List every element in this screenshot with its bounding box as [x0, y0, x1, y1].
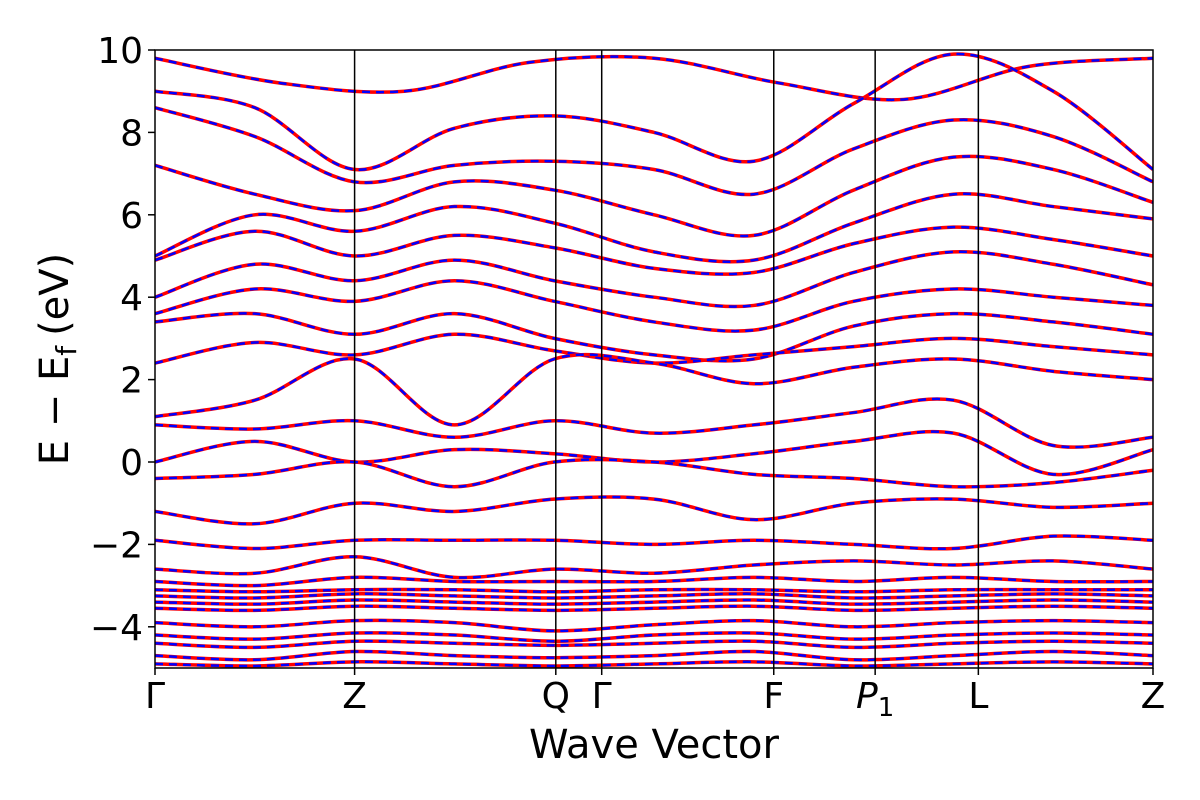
band-line-14-blue [155, 495, 1153, 526]
band-line-19-blue [155, 592, 1153, 600]
band-line-17-red [155, 575, 1153, 588]
band-line-9-red [155, 332, 1153, 365]
band-line-13-blue [155, 458, 1153, 489]
band-line-18-blue [155, 588, 1153, 594]
y-tick-label-4: 4 [120, 278, 143, 319]
band-line-5-red [155, 225, 1153, 276]
band-line-7-blue [155, 279, 1153, 333]
band-line-6-red [155, 249, 1153, 309]
y-tick-label-2: 0 [120, 443, 143, 484]
band-line-25-red [155, 649, 1153, 662]
y-tick-label-3: 2 [120, 361, 143, 402]
band-line-23-red [155, 631, 1153, 643]
band-line-26-blue [155, 660, 1153, 668]
band-line-16-red [155, 555, 1153, 580]
x-axis: Γ Z Q Γ F P1 L Z [145, 668, 1165, 723]
y-tick-label-5: 6 [120, 196, 143, 237]
band-line-14-red [155, 495, 1153, 526]
band-line-3-blue [155, 155, 1153, 238]
x-tick-label-7: Z [1141, 676, 1166, 717]
band-line-11-red [155, 397, 1153, 449]
band-line-10-red [155, 352, 1153, 427]
band-line-20-blue [155, 598, 1153, 606]
band-line-10-blue [155, 353, 1153, 427]
x-tick-label-4: F [763, 676, 784, 717]
band-line-13-red [155, 457, 1153, 489]
y-axis-label-sub: f [50, 345, 83, 356]
x-tick-label-2: Q [542, 676, 570, 717]
y-tick-label-6: 8 [120, 113, 143, 154]
band-line-23-blue [155, 631, 1153, 643]
band-line-21-blue [155, 604, 1153, 612]
y-tick-label-1: −2 [90, 525, 143, 566]
band-line-22-red [155, 618, 1153, 633]
x-tick-label-5: P1 [856, 676, 894, 723]
y-axis-label-unit: (eV) [32, 253, 78, 336]
x-tick-label-6: L [968, 676, 988, 717]
band-line-4-blue [155, 192, 1153, 263]
band-line-20-red [155, 598, 1153, 606]
x-tick-label-1: Z [342, 676, 367, 717]
band-line-21-red [155, 604, 1153, 613]
band-line-25-blue [155, 650, 1153, 662]
band-line-16-blue [155, 555, 1153, 579]
bands-layer [155, 52, 1153, 668]
x-tick-label-0: Γ [145, 676, 165, 717]
band-line-18-red [155, 587, 1153, 594]
plot-frame [154, 49, 1154, 669]
y-axis-label: E − Ef (eV) [32, 253, 83, 466]
y-axis: −4 −2 0 2 4 6 8 10 [90, 31, 155, 649]
band-line-0-blue [155, 55, 1153, 102]
y-tick-label-0: −4 [90, 608, 143, 649]
y-tick-label-7: 10 [97, 31, 143, 72]
band-line-24-red [155, 639, 1153, 650]
band-line-22-blue [155, 619, 1153, 633]
band-line-2-red [155, 105, 1153, 197]
band-line-17-blue [155, 576, 1153, 587]
band-line-19-red [155, 592, 1153, 600]
band-line-8-blue [155, 312, 1153, 363]
band-line-2-blue [155, 106, 1153, 196]
y-axis-label-main: E − E [32, 356, 78, 466]
band-line-26-red [155, 660, 1153, 668]
x-axis-label: Wave Vector [529, 722, 780, 768]
x-tick-label-3: Γ [592, 676, 612, 717]
band-line-1-blue [155, 52, 1153, 171]
kpoint-lines [353, 50, 980, 668]
band-line-15-red [155, 534, 1153, 551]
